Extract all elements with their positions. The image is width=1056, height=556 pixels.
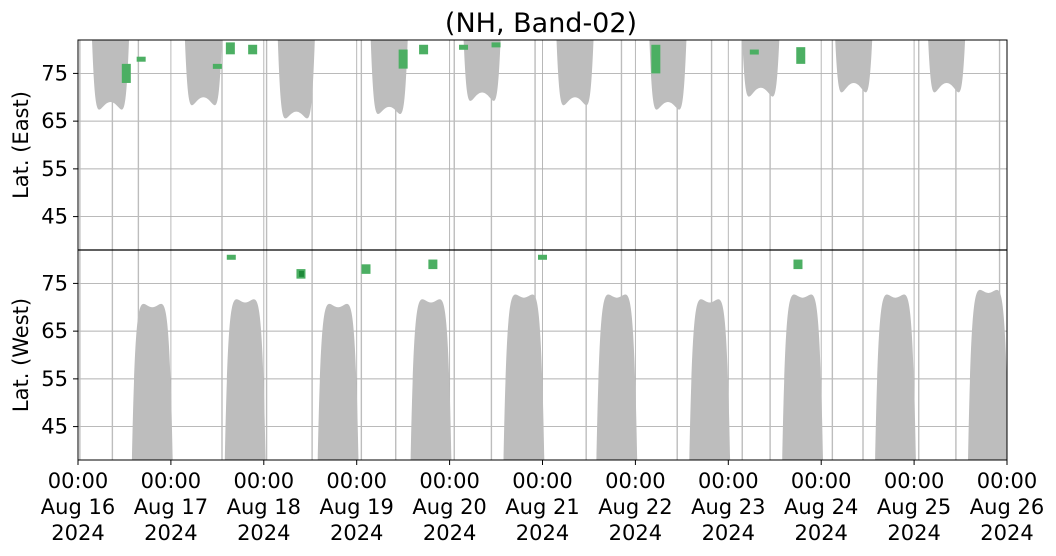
- xtick-date-label: Aug 19: [319, 495, 393, 519]
- detection-patch: [793, 259, 803, 270]
- coverage-lobe: [968, 289, 1007, 460]
- xtick-date-label: Aug 18: [227, 495, 301, 519]
- xtick-year-label: 2024: [609, 521, 662, 545]
- xtick-time-label: 00:00: [48, 469, 109, 493]
- xtick-date-label: Aug 24: [784, 495, 858, 519]
- xtick-date-label: Aug 20: [412, 495, 486, 519]
- coverage-lobe: [596, 294, 638, 460]
- detection-patch: [796, 47, 806, 64]
- xtick-time-label: 00:00: [326, 469, 387, 493]
- coverage-lobe: [835, 40, 873, 93]
- xtick-year-label: 2024: [237, 521, 290, 545]
- xtick-year-label: 2024: [794, 521, 847, 545]
- detection-patch: [212, 63, 222, 69]
- detection-patch: [459, 44, 469, 50]
- xtick-year-label: 2024: [887, 521, 940, 545]
- xtick-time-label: 00:00: [512, 469, 573, 493]
- detection-patch: [248, 44, 258, 55]
- xtick-time-label: 00:00: [419, 469, 480, 493]
- west-ytick-label: 75: [41, 271, 68, 295]
- west-ytick-label: 55: [41, 367, 68, 391]
- xtick-date-label: Aug 26: [970, 495, 1044, 519]
- coverage-lobe: [277, 40, 315, 119]
- xtick-date-label: Aug 22: [598, 495, 672, 519]
- xtick-date-label: Aug 21: [505, 495, 579, 519]
- xtick-time-label: 00:00: [884, 469, 945, 493]
- xtick-year-label: 2024: [423, 521, 476, 545]
- west-ytick-label: 45: [41, 415, 68, 439]
- coverage-lobe: [92, 40, 130, 110]
- xtick-time-label: 00:00: [791, 469, 852, 493]
- xtick-year-label: 2024: [51, 521, 104, 545]
- detection-patch: [491, 42, 501, 48]
- xtick-time-label: 00:00: [605, 469, 666, 493]
- detection-patch: [121, 63, 131, 83]
- detection-patch: [226, 254, 236, 260]
- xtick-time-label: 00:00: [698, 469, 759, 493]
- chart-title: (NH, Band-02): [445, 8, 637, 39]
- xtick-time-label: 00:00: [234, 469, 295, 493]
- coverage-lobe: [410, 299, 452, 460]
- coverage-lobe: [503, 294, 545, 460]
- detection-patch: [225, 42, 235, 55]
- xtick-date-label: Aug 23: [691, 495, 765, 519]
- xtick-date-label: Aug 17: [134, 495, 208, 519]
- detection-patch: [749, 49, 759, 55]
- coverage-lobe: [928, 40, 966, 93]
- xtick-year-label: 2024: [144, 521, 197, 545]
- xtick-year-label: 2024: [516, 521, 569, 545]
- east-ytick-label: 55: [41, 157, 68, 181]
- coverage-lobe: [875, 294, 916, 460]
- detection-patch: [428, 259, 438, 270]
- east-ytick-label: 45: [41, 205, 68, 229]
- detection-patch: [419, 44, 429, 55]
- east-panel-ylabel: Lat. (East): [9, 91, 33, 199]
- coverage-lobe: [556, 40, 594, 106]
- xtick-time-label: 00:00: [977, 469, 1038, 493]
- xtick-time-label: 00:00: [141, 469, 202, 493]
- xtick-year-label: 2024: [330, 521, 383, 545]
- east-ytick-label: 75: [41, 61, 68, 85]
- xtick-date-label: Aug 25: [877, 495, 951, 519]
- xtick-year-label: 2024: [702, 521, 755, 545]
- detection-patch: [398, 49, 408, 69]
- detection-patch: [136, 56, 146, 62]
- detection-core: [298, 270, 304, 277]
- coverage-lobe: [782, 294, 824, 460]
- xtick-year-label: 2024: [980, 521, 1033, 545]
- detection-patch: [538, 254, 547, 260]
- coverage-lobe: [689, 299, 731, 460]
- detection-patch: [651, 44, 661, 74]
- west-ytick-label: 65: [41, 319, 68, 343]
- xtick-date-label: Aug 16: [41, 495, 115, 519]
- east-ytick-label: 65: [41, 109, 68, 133]
- coverage-lobe: [224, 299, 266, 460]
- west-panel-ylabel: Lat. (West): [9, 298, 33, 412]
- coverage-lobe: [463, 40, 501, 101]
- coverage-lobe: [184, 40, 222, 106]
- detection-patch: [361, 264, 371, 274]
- coverage-lobe: [131, 303, 173, 460]
- coverage-lobe: [370, 40, 408, 114]
- coverage-lobe: [742, 40, 780, 97]
- coverage-lobe: [317, 303, 359, 460]
